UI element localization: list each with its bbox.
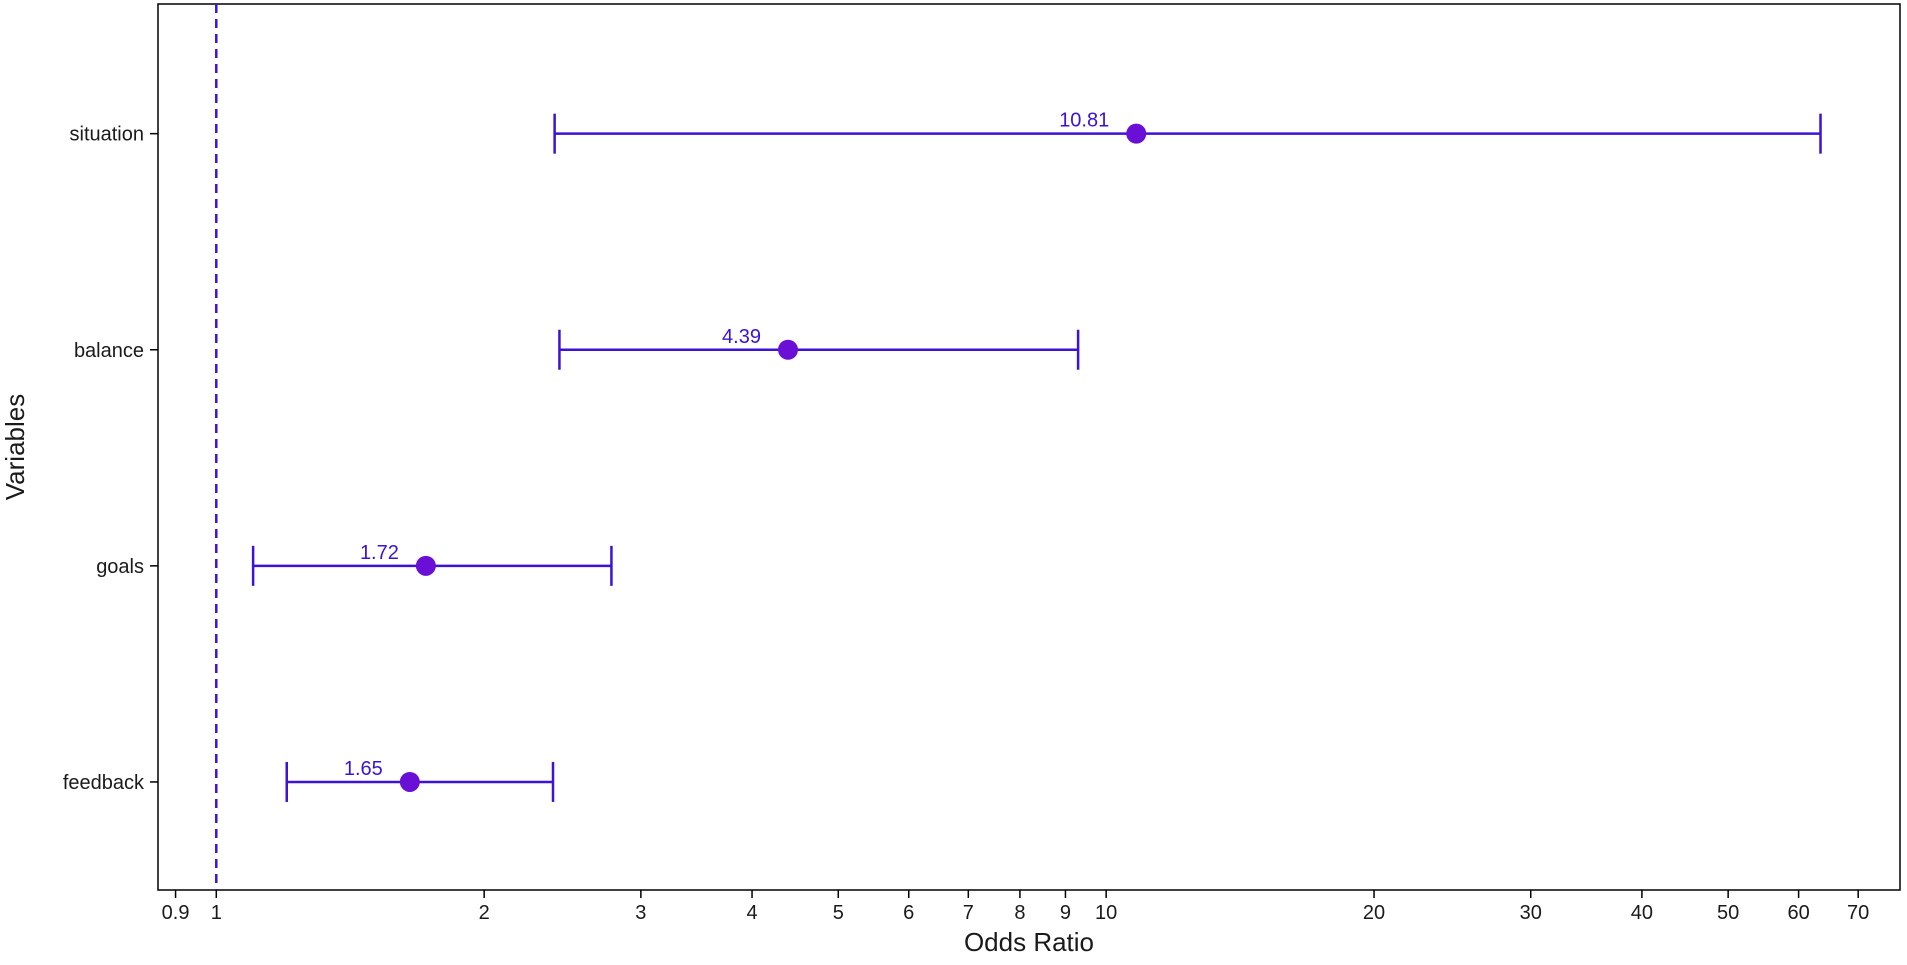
x-tick-label: 2 [479,902,490,924]
x-tick-label: 20 [1363,902,1385,924]
point-estimate-situation [1126,123,1147,144]
y-tick-label-feedback: feedback [63,772,145,794]
point-estimate-balance [777,339,798,360]
y-tick-label-situation: situation [70,124,145,146]
point-estimate-feedback [399,771,420,792]
y-tick-label-balance: balance [74,340,144,362]
point-label-goals: 1.72 [360,542,399,564]
x-tick-label: 70 [1847,902,1869,924]
x-tick-label: 10 [1095,902,1117,924]
y-axis-title: Variables [0,394,30,500]
y-tick-label-goals: goals [96,556,144,578]
point-label-situation: 10.81 [1059,110,1109,132]
x-tick-label: 5 [833,902,844,924]
x-tick-label: 30 [1520,902,1542,924]
x-tick-label: 60 [1787,902,1809,924]
x-tick-label: 3 [635,902,646,924]
x-tick-label: 8 [1014,902,1025,924]
x-tick-label: 7 [963,902,974,924]
point-estimate-goals [415,555,436,576]
x-tick-label: 1 [211,902,222,924]
point-label-feedback: 1.65 [344,758,383,780]
x-tick-label: 40 [1631,902,1653,924]
plot-panel-border [157,3,1901,891]
x-tick-label: 6 [903,902,914,924]
point-label-balance: 4.39 [722,326,761,348]
x-tick-label: 4 [746,902,757,924]
x-tick-label: 9 [1060,902,1071,924]
x-tick-label: 0.9 [162,902,190,924]
x-axis-title: Odds Ratio [964,927,1094,957]
x-tick-label: 50 [1717,902,1739,924]
